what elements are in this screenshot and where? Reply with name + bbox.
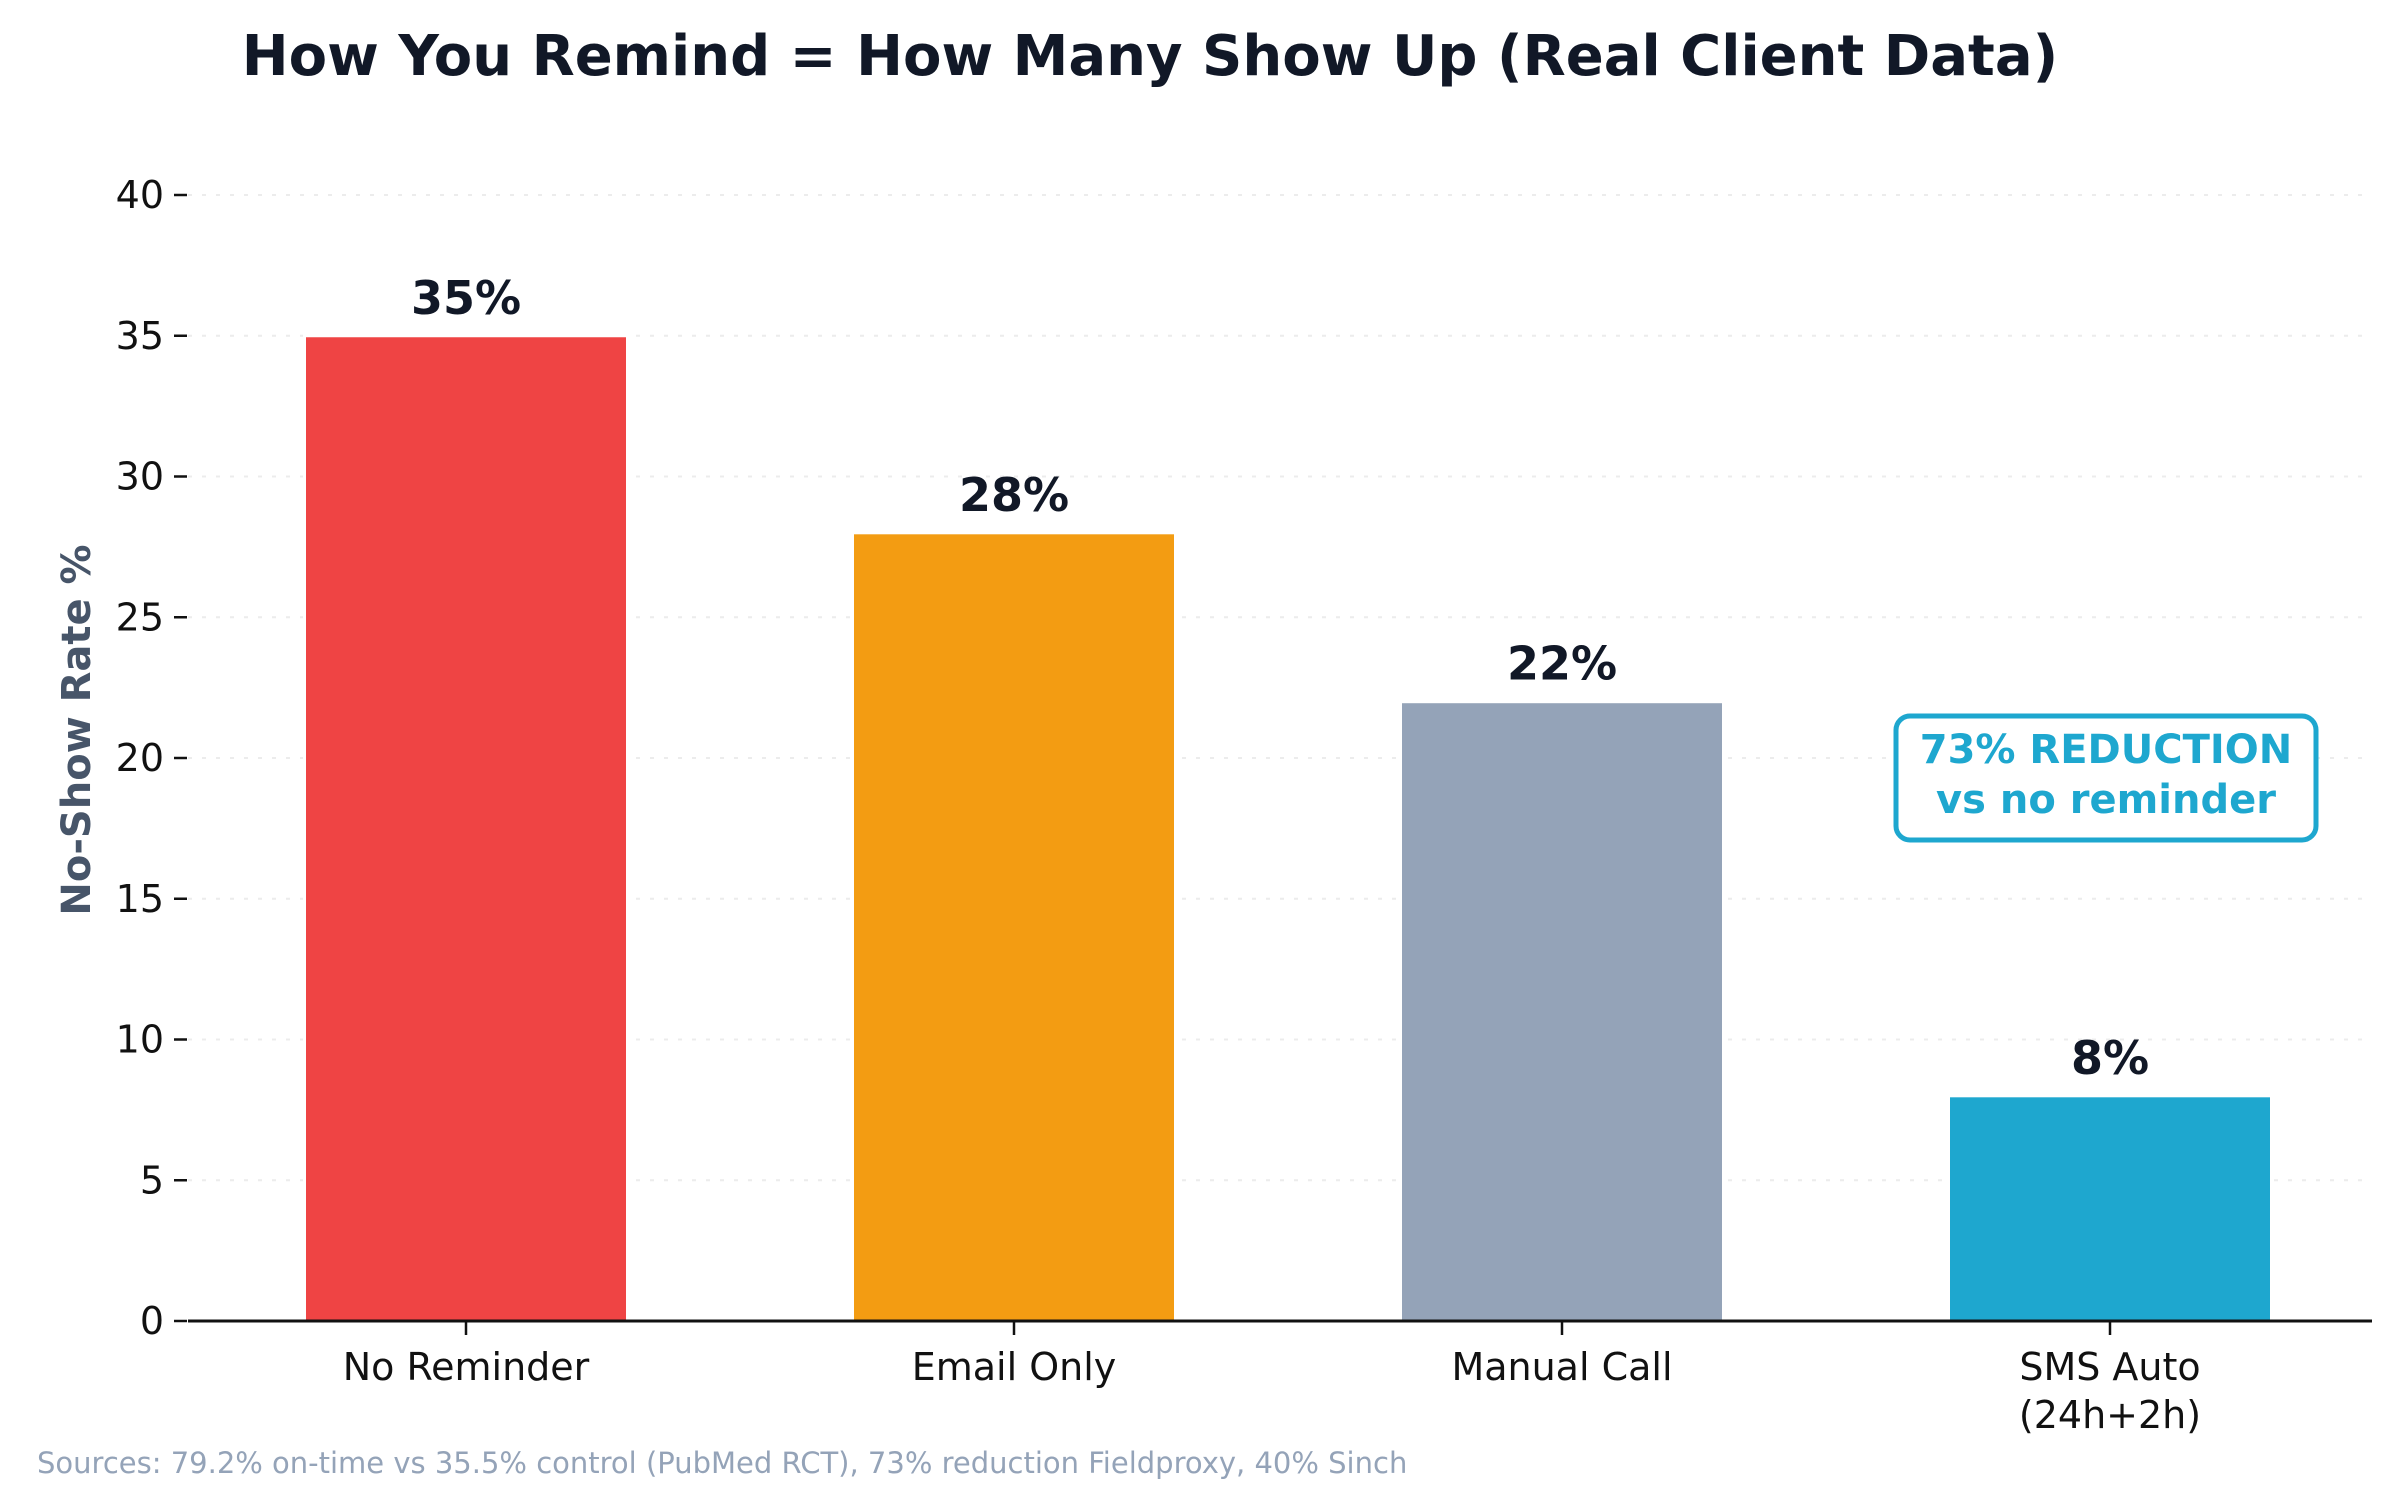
y-tick-label: 30 <box>116 455 164 499</box>
bar <box>1947 1094 2273 1323</box>
x-tick-label: Manual Call <box>1451 1345 1672 1389</box>
y-tick-label: 35 <box>116 314 164 358</box>
x-tick-label: SMS Auto <box>2019 1345 2200 1389</box>
x-tick-label: Email Only <box>912 1345 1117 1389</box>
y-tick-label: 5 <box>140 1158 164 1202</box>
bar-value-label: 8% <box>2071 1031 2149 1085</box>
bars: 35% 28% 22% 8% <box>303 271 2273 1323</box>
y-tick-label: 40 <box>116 173 164 217</box>
bar <box>851 531 1177 1323</box>
callout-line-1: 73% REDUCTION <box>1920 727 2292 773</box>
chart-title: How You Remind = How Many Show Up (Real … <box>242 24 2058 89</box>
y-tick-label: 15 <box>116 877 164 921</box>
x-tick-label: No Reminder <box>343 1345 590 1389</box>
callout-line-2: vs no reminder <box>1936 777 2276 823</box>
reduction-callout: 73% REDUCTION vs no reminder <box>1893 713 2319 843</box>
bar-value-label: 28% <box>959 468 1069 522</box>
y-tick-label: 20 <box>116 736 164 780</box>
bar <box>303 334 629 1323</box>
y-axis-label: No-Show Rate % <box>54 544 100 915</box>
y-tick-label: 25 <box>116 595 164 639</box>
y-tick-label: 0 <box>140 1299 164 1343</box>
callout-box <box>1893 713 2319 843</box>
bar <box>1399 700 1725 1323</box>
bar-value-label: 22% <box>1507 637 1617 691</box>
x-tick-label: (24h+2h) <box>2019 1393 2201 1437</box>
y-tick-label: 10 <box>116 1018 164 1062</box>
bar-value-label: 35% <box>411 271 521 325</box>
source-note: Sources: 79.2% on-time vs 35.5% control … <box>37 1446 1407 1480</box>
axes: 0 5 10 15 20 25 30 35 40 No Reminder Email Only Man… <box>116 173 2372 1437</box>
